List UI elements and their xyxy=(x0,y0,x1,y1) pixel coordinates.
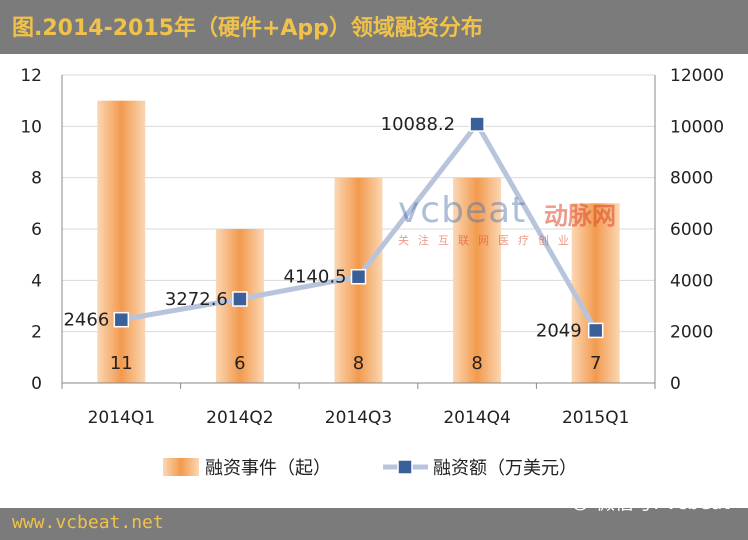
line-point-marker xyxy=(113,311,130,328)
line-point-marker xyxy=(350,268,367,285)
legend-swatch-marker xyxy=(397,459,413,475)
x-tick-label: 2014Q4 xyxy=(443,408,510,428)
watermark-tagline: 关注互联网医疗创业 xyxy=(398,234,578,247)
wechat-label: 微信号: vcbeat xyxy=(596,492,730,514)
bar xyxy=(453,177,502,383)
wechat-icon: ☺ xyxy=(570,492,591,514)
legend: 融资事件（起） 融资额（万美元） xyxy=(163,458,577,479)
line-value-label: 4140.5 xyxy=(284,267,347,288)
y-right-tick-label: 10000 xyxy=(670,117,724,137)
bar-value-label: 7 xyxy=(590,353,601,374)
x-tick-label: 2014Q1 xyxy=(88,408,155,428)
line-point-marker xyxy=(587,322,604,339)
legend-swatch-bar xyxy=(163,458,199,476)
line-value-label: 2049 xyxy=(536,320,582,341)
y-left-tick-label: 8 xyxy=(31,169,42,189)
y-right-tick-label: 6000 xyxy=(670,220,713,240)
y-left-tick-label: 2 xyxy=(31,323,42,343)
footer: www.vcbeat.net xyxy=(0,508,748,540)
bar-value-label: 11 xyxy=(110,353,133,374)
line-point-marker xyxy=(469,116,485,132)
axes: 0 2 4 6 8 10 12 0 2000 4000 6000 8000 10000 12000 2014… xyxy=(20,66,724,428)
bar xyxy=(571,203,620,383)
wechat-id: ☺ 微信号: vcbeat xyxy=(570,488,730,515)
y-left-tick-label: 6 xyxy=(31,220,42,240)
x-tick-label: 2014Q3 xyxy=(325,408,392,428)
page-title: 图.2014-2015年（硬件+App）领域融资分布 xyxy=(12,16,483,41)
y-right-tick-label: 12000 xyxy=(670,66,724,86)
y-left-tick-label: 4 xyxy=(31,271,42,291)
line-value-label: 3272.6 xyxy=(165,289,228,310)
website-link[interactable]: www.vcbeat.net xyxy=(12,512,164,533)
y-right-tick-label: 0 xyxy=(670,374,681,394)
watermark-brand-cn: 动脉网 xyxy=(544,202,616,230)
y-right-tick-label: 8000 xyxy=(670,169,713,189)
bar-value-label: 6 xyxy=(234,353,245,374)
watermark-brand-en: vcbeat xyxy=(398,190,527,231)
bar-value-label: 8 xyxy=(353,353,364,374)
data-labels: 11 6 8 8 7 2466 3272.6 4140.5 10088.2 2049 xyxy=(63,114,601,374)
legend-label-bar: 融资事件（起） xyxy=(205,458,331,479)
y-right-tick-label: 4000 xyxy=(670,271,713,291)
y-right-tick-label: 2000 xyxy=(670,323,713,343)
x-tick-label: 2014Q2 xyxy=(206,408,273,428)
bar xyxy=(97,100,146,384)
line-value-label: 10088.2 xyxy=(381,114,455,135)
y-left-tick-label: 10 xyxy=(20,117,42,137)
y-left-tick-label: 0 xyxy=(31,374,42,394)
bar-series xyxy=(97,100,620,384)
legend-label-line: 融资额（万美元） xyxy=(433,458,577,479)
bar-value-label: 8 xyxy=(471,353,482,374)
line-value-label: 2466 xyxy=(63,310,109,331)
y-left-tick-label: 12 xyxy=(20,66,42,86)
line-series xyxy=(113,116,604,339)
x-tick-label: 2015Q1 xyxy=(562,408,629,428)
line-point-marker xyxy=(232,291,248,307)
title-bar: 图.2014-2015年（硬件+App）领域融资分布 xyxy=(0,0,748,54)
